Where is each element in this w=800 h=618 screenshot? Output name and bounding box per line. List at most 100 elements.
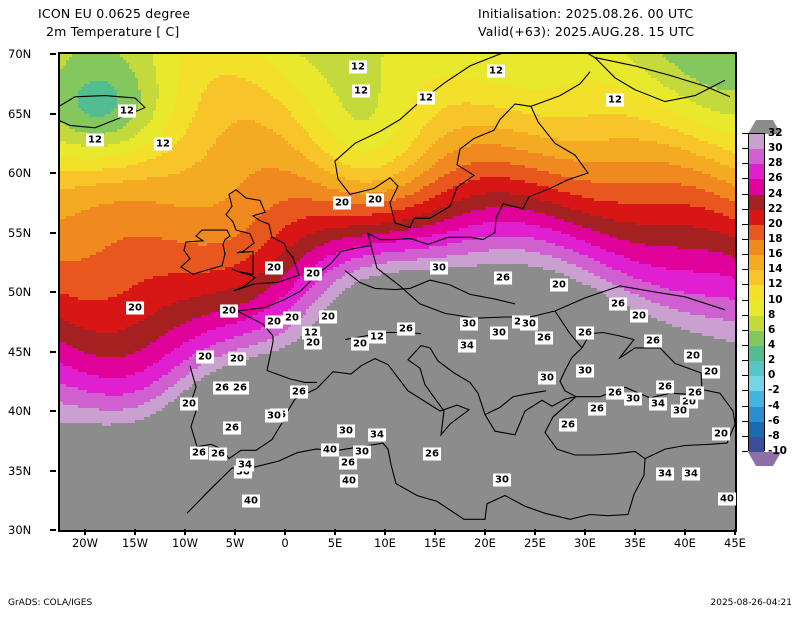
x-axis-tick-8: 20E — [474, 536, 496, 550]
contour-label: 26 — [213, 381, 231, 395]
y-axis-tick-1: 65N — [8, 107, 31, 121]
contour-label: 20 — [351, 337, 369, 351]
contour-label: 12 — [154, 137, 172, 151]
colorbar-band — [749, 421, 764, 438]
x-axis-tick-3: 5W — [226, 536, 245, 550]
y-axis-tick-mark — [50, 410, 56, 412]
x-axis-tick-13: 45E — [724, 536, 746, 550]
contour-label: 20 — [180, 397, 198, 411]
colorbar-tick-14: 14 — [768, 263, 783, 275]
colorbar-band — [749, 164, 764, 181]
contour-label: 20 — [265, 315, 283, 329]
colorbar-under-arrow-icon — [748, 452, 781, 466]
y-axis-tick-0: 70N — [8, 47, 31, 61]
contour-label: 20 — [265, 261, 283, 275]
colorbar-band — [749, 376, 764, 393]
credit-label: GrADS: COLA/IGES — [8, 598, 92, 608]
x-axis-tick-mark — [484, 529, 486, 535]
colorbar-tick-32: 32 — [768, 127, 783, 139]
map-plot-area — [58, 52, 737, 532]
colorbar-tick-dash — [742, 435, 748, 437]
colorbar-band — [749, 209, 764, 226]
contour-label: 12 — [352, 84, 370, 98]
contour-label: 20 — [366, 193, 384, 207]
x-axis-tick-mark — [134, 529, 136, 535]
colorbar-band — [749, 330, 764, 347]
contour-label: 20 — [228, 352, 246, 366]
colorbar-tick-dash — [742, 148, 748, 150]
y-axis-tick-mark — [50, 53, 56, 55]
contour-label: 26 — [656, 380, 674, 394]
contour-label: 40 — [321, 443, 339, 457]
colorbar-tick-dash — [742, 405, 748, 407]
contour-label: 26 — [609, 297, 627, 311]
colorbar-tick-12: 12 — [768, 278, 783, 290]
contour-label: 30 — [493, 473, 511, 487]
x-axis-tick-mark — [384, 529, 386, 535]
contour-label: 34 — [458, 339, 476, 353]
contour-label: 26 — [290, 385, 308, 399]
colorbar-tick-8: 8 — [768, 309, 775, 321]
colorbar-tick-dash — [742, 420, 748, 422]
contour-label: 20 — [333, 196, 351, 210]
colorbar-tick-dash — [742, 133, 748, 134]
contour-label: 40 — [718, 492, 736, 506]
x-axis-tick-mark — [534, 529, 536, 535]
contour-label: 30 — [520, 317, 538, 331]
contour-label: 20 — [630, 309, 648, 323]
contour-label: 12 — [349, 60, 367, 74]
x-axis-tick-mark — [684, 529, 686, 535]
x-axis-tick-mark — [734, 529, 736, 535]
colorbar-tick--8: -8 — [768, 430, 780, 442]
y-axis-tick-mark — [50, 350, 56, 353]
contour-label: 20 — [684, 349, 702, 363]
contour-label: 26 — [494, 271, 512, 285]
colorbar-tick--4: -4 — [768, 400, 780, 412]
contour-label: 26 — [190, 446, 208, 460]
y-axis-tick-4: 50N — [8, 285, 31, 299]
x-axis-tick-1: 15W — [122, 536, 148, 550]
contour-label: 20 — [550, 278, 568, 292]
colorbar-tick-0: 0 — [768, 369, 775, 381]
colorbar-band — [749, 391, 764, 408]
x-axis-tick-mark — [584, 529, 586, 535]
contour-label: 26 — [397, 322, 415, 336]
contour-label: 26 — [209, 447, 227, 461]
colorbar-tick--10: -10 — [768, 445, 787, 457]
contour-label: 34 — [236, 458, 254, 472]
colorbar-tick-dash — [742, 193, 748, 195]
x-axis-tick-5: 5E — [328, 536, 343, 550]
x-axis-tick-mark — [284, 529, 286, 535]
x-axis-tick-10: 30E — [574, 536, 596, 550]
y-axis-tick-mark — [50, 231, 56, 234]
contour-label: 26 — [559, 418, 577, 432]
contour-label: 20 — [304, 336, 322, 350]
colorbar-band — [749, 346, 764, 362]
colorbar-tick-dash — [742, 239, 748, 240]
contour-label: 30 — [576, 364, 594, 377]
colorbar-tick-24: 24 — [768, 188, 783, 200]
contour-label: 30 — [430, 261, 448, 275]
colorbar-tick-6: 6 — [768, 324, 775, 336]
colorbar-tick-dash — [742, 178, 748, 180]
x-axis-tick-mark — [234, 529, 236, 535]
colorbar-band — [749, 134, 764, 150]
contour-label: 26 — [339, 456, 357, 470]
colorbar-band — [749, 194, 764, 211]
coastline-overlay — [60, 54, 735, 520]
colorbar-tick-dash — [742, 390, 748, 392]
colorbar-tick-dash — [742, 345, 748, 346]
contour-label: 26 — [576, 326, 594, 339]
y-axis-tick-6: 40N — [8, 404, 31, 418]
contour-label: 12 — [606, 93, 624, 107]
colorbar-band — [749, 285, 764, 302]
colorbar-tick-26: 26 — [768, 172, 783, 184]
colorbar-band — [749, 255, 764, 271]
colorbar-over-arrow-icon — [748, 120, 781, 134]
x-axis-tick-9: 25E — [524, 536, 546, 550]
colorbar-tick-dash — [742, 254, 748, 256]
contour-label: 20 — [126, 301, 144, 314]
x-axis-tick-11: 35E — [624, 536, 646, 550]
colorbar-band — [749, 270, 764, 287]
